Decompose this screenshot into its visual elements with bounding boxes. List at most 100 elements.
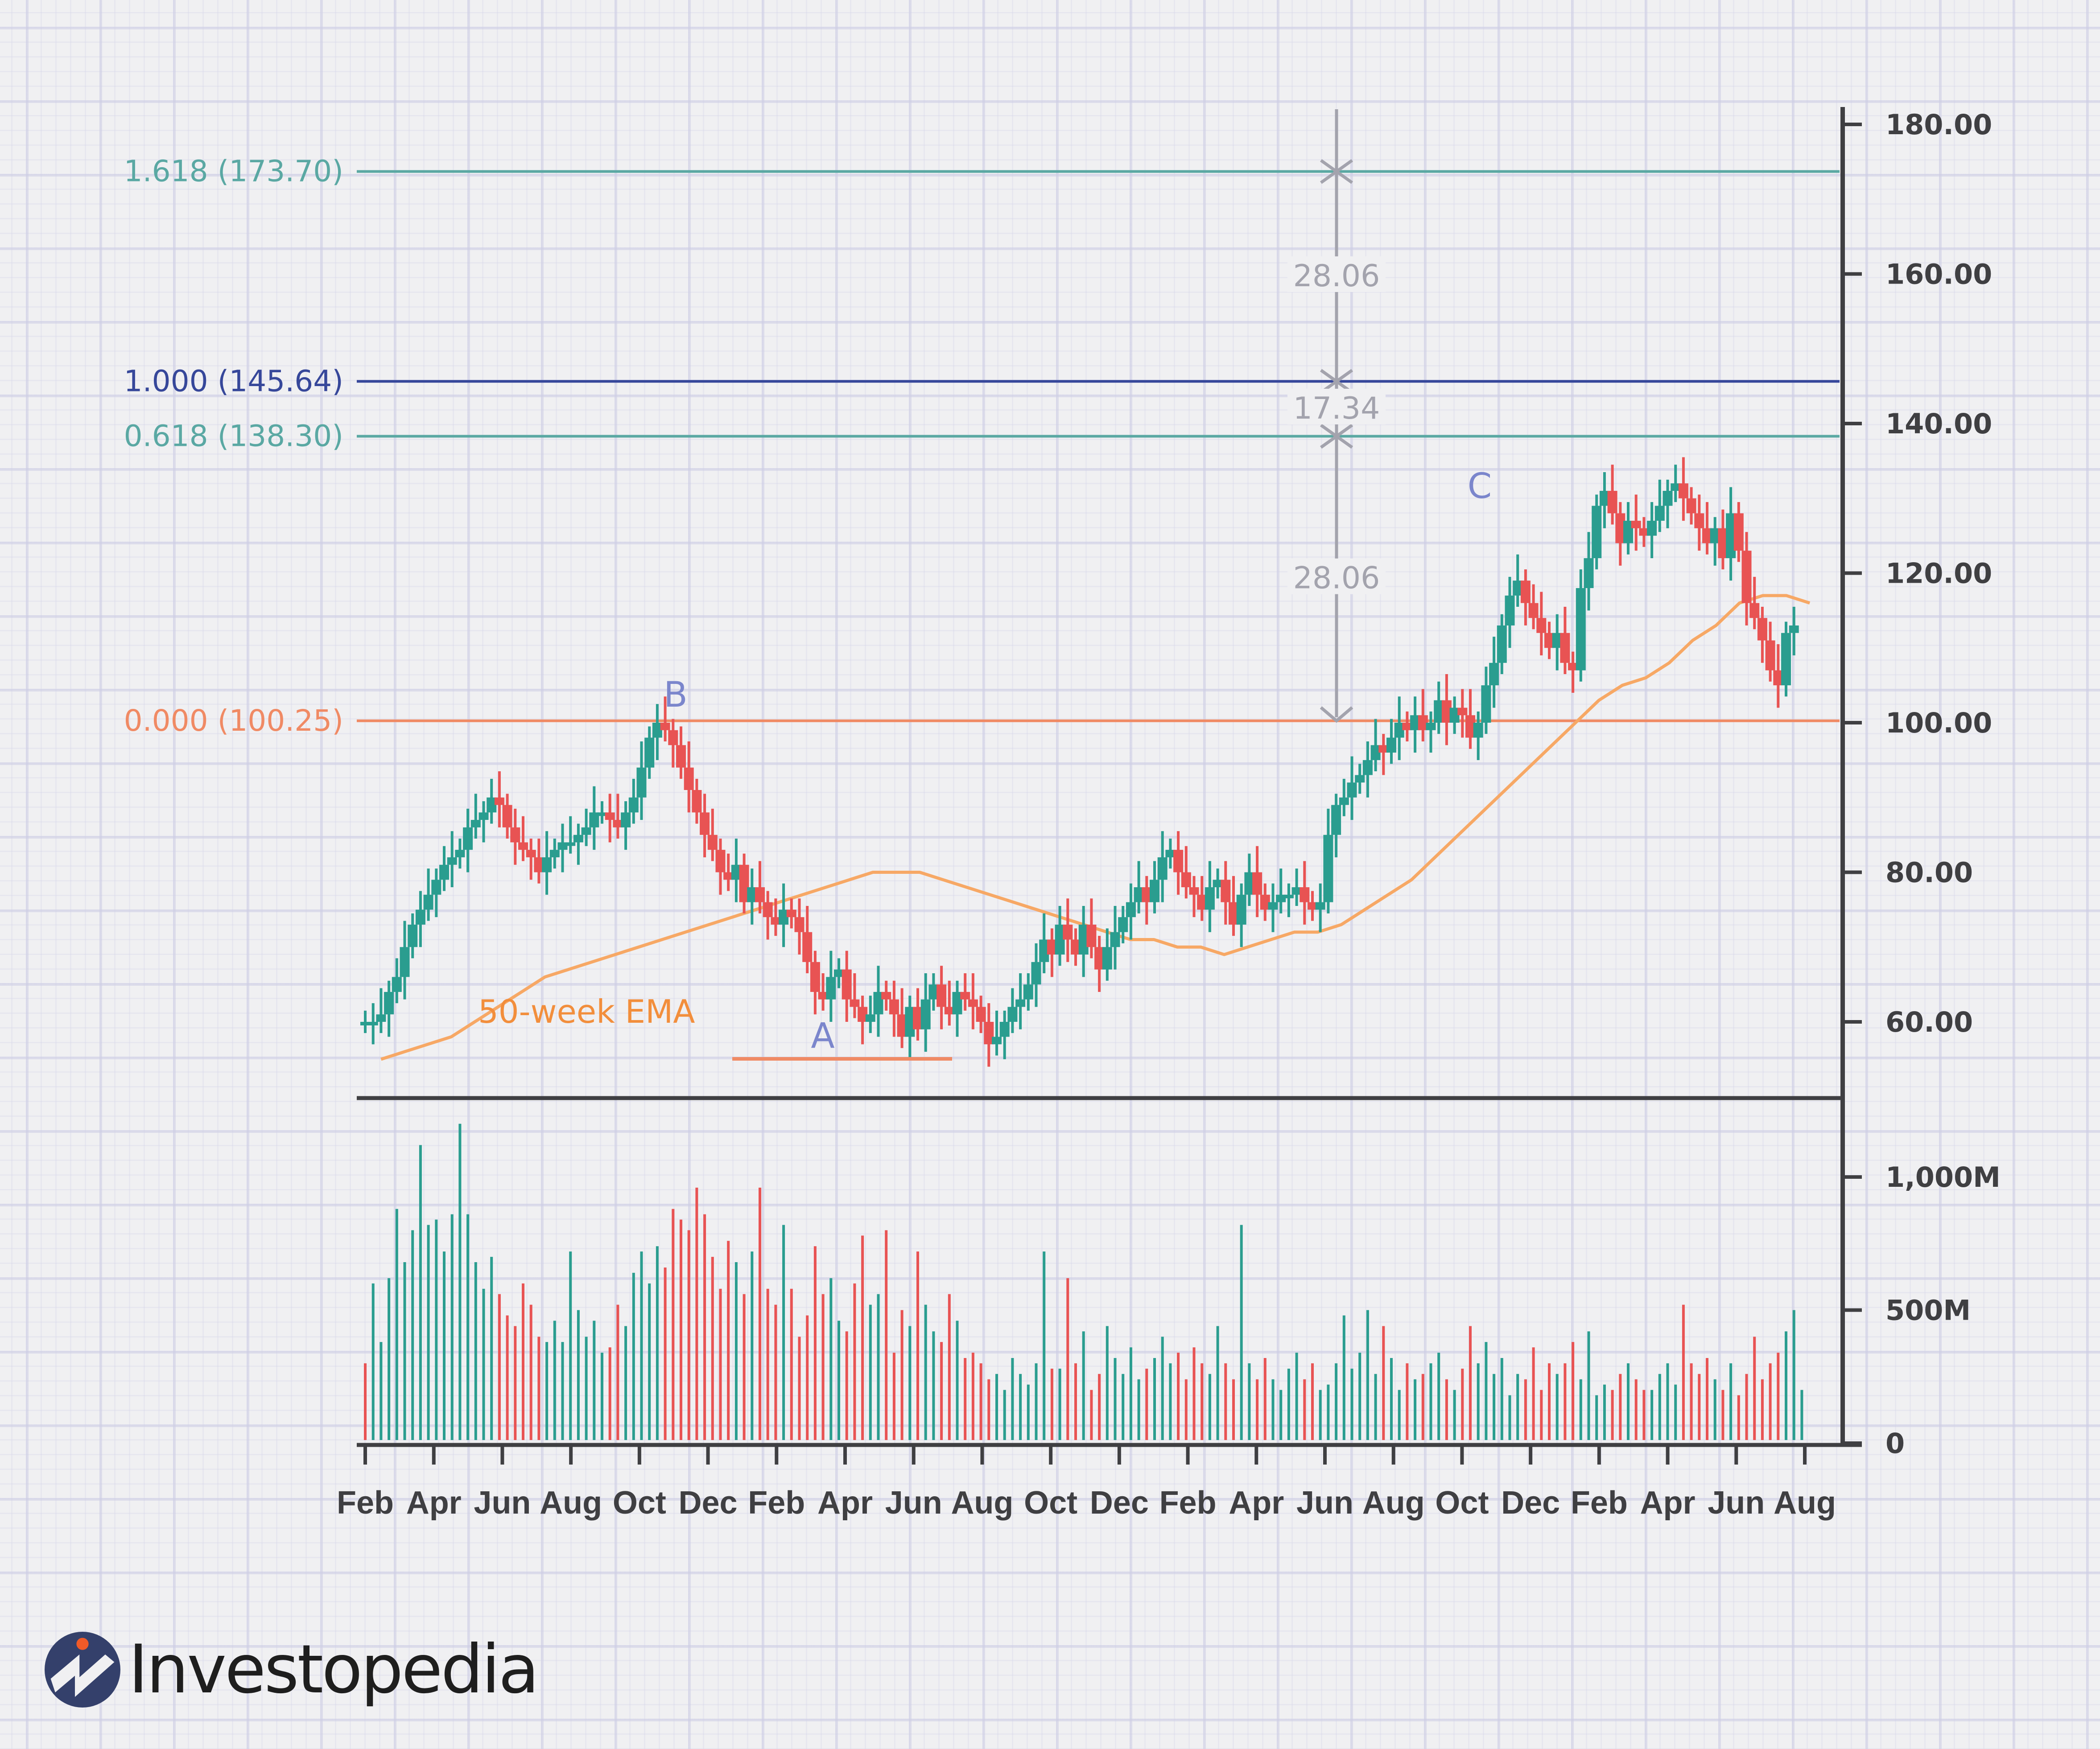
candle-body [786, 909, 796, 918]
candle-body [628, 797, 639, 813]
candle-body [1323, 835, 1333, 902]
candle-body [1063, 924, 1073, 940]
candle-body [1331, 805, 1341, 835]
candle-body [439, 864, 449, 880]
candle-body [1165, 850, 1176, 857]
candle-body [431, 880, 441, 895]
x-tick-label-apr: Apr [817, 1485, 873, 1521]
candle-body [707, 835, 718, 850]
candle-body [1449, 708, 1460, 723]
candle-body [1663, 490, 1673, 506]
candle-body [1505, 595, 1515, 626]
candle-body [636, 767, 647, 798]
candle-body [660, 723, 670, 730]
candle-body [818, 992, 828, 1000]
candle-body [731, 864, 741, 880]
candle-body [1378, 745, 1389, 753]
candle-body [842, 969, 852, 1000]
x-tick-label-dec: Dec [679, 1485, 738, 1521]
candle-body [1150, 880, 1159, 902]
candle-body [1268, 902, 1278, 910]
candle-body [400, 947, 410, 977]
x-tick-label-oct: Oct [1435, 1485, 1489, 1521]
candle-body [1686, 498, 1696, 514]
candle-body [1276, 894, 1286, 902]
candle-body [1189, 887, 1199, 895]
candle-body [1733, 513, 1744, 551]
axes: 180.00 160.00 140.00 120.00 100.00 80.00 60.00… [337, 107, 2001, 1521]
candle-body [1055, 924, 1065, 955]
candle-body [1244, 872, 1254, 895]
candle-body [700, 812, 710, 835]
candle-body [1426, 723, 1436, 730]
candle-body [415, 909, 425, 925]
candle-body [1347, 782, 1357, 798]
candle-body [1528, 603, 1539, 618]
candle-body [1197, 894, 1207, 910]
candle-body [1757, 618, 1767, 641]
candle-body [1071, 939, 1081, 955]
candle-body [1513, 580, 1523, 596]
x-tick-label-aug: Aug [1362, 1485, 1425, 1521]
x-tick-label-apr: Apr [1229, 1485, 1284, 1521]
candle-body [968, 999, 978, 1007]
candle-body [589, 812, 599, 827]
price-tick-label: 100.00 [1885, 707, 1992, 739]
candle-body [920, 999, 931, 1029]
candle-body [408, 924, 418, 947]
candle-body [1710, 528, 1720, 543]
candle-body [692, 790, 702, 813]
candle-body [423, 894, 433, 910]
candle-body [1078, 924, 1089, 955]
candle-body [1015, 999, 1026, 1007]
candle-body [1370, 745, 1381, 760]
price-tick-label: 120.00 [1885, 557, 1992, 590]
candle-body [368, 1022, 378, 1025]
x-tick-label-oct: Oct [613, 1485, 666, 1521]
candle-body [1213, 880, 1223, 888]
fib-label-0.618: 0.618 (138.30) [124, 419, 343, 453]
investopedia-logo: Investopedia [45, 1630, 539, 1710]
price-tick-label: 60.00 [1885, 1006, 1973, 1038]
candle-body [1631, 521, 1641, 528]
candle-body [1615, 513, 1626, 543]
measurement-arrows: 28.06 17.34 28.06 [1287, 109, 1386, 723]
candle-body [1702, 528, 1712, 543]
investopedia-wordmark: Investopedia [128, 1631, 539, 1708]
candle-body [1441, 700, 1452, 723]
candle-body [834, 969, 844, 977]
candle-body [1362, 760, 1373, 775]
candle-body [1157, 857, 1168, 880]
x-tick-label-feb: Feb [1571, 1485, 1628, 1521]
ema-label: 50-week EMA [478, 993, 695, 1030]
candle-body [1584, 558, 1594, 588]
measure-label-bg [1287, 256, 1386, 292]
candle-body [479, 812, 489, 820]
candle-body [621, 812, 631, 827]
candle-body [1229, 902, 1238, 925]
candle-body [1181, 872, 1191, 888]
candle-body [1457, 708, 1468, 716]
x-tick-label-aug: Aug [540, 1485, 602, 1521]
x-tick-label-dec: Dec [1501, 1485, 1560, 1521]
candle-body [747, 887, 757, 902]
candlesticks [360, 457, 1799, 1067]
candle-body [1047, 939, 1057, 955]
candle-body [763, 902, 773, 918]
candle-body [1386, 737, 1396, 753]
candle-body [1465, 715, 1475, 738]
candle-body [518, 842, 528, 850]
fib-label-1.000: 1.000 (145.64) [124, 364, 343, 398]
candle-body [526, 850, 536, 857]
measure-label: 17.34 [1293, 391, 1380, 426]
investopedia-logo-icon [45, 1632, 120, 1708]
x-tick-label-jun: Jun [1296, 1485, 1353, 1521]
candle-body [1749, 603, 1760, 618]
candle-body [826, 977, 836, 1000]
arrow-down-icon [1320, 706, 1353, 723]
candle-body [542, 857, 552, 872]
candle-body [384, 992, 394, 1015]
candle-body [581, 827, 591, 835]
candle-body [644, 737, 655, 768]
x-tick-label-apr: Apr [406, 1485, 462, 1521]
